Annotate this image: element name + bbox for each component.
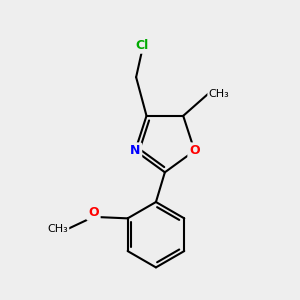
Text: O: O — [189, 144, 200, 157]
Text: Cl: Cl — [135, 40, 149, 52]
Text: N: N — [130, 144, 140, 157]
Text: O: O — [88, 206, 99, 219]
Text: CH₃: CH₃ — [47, 224, 68, 234]
Text: CH₃: CH₃ — [208, 88, 229, 98]
